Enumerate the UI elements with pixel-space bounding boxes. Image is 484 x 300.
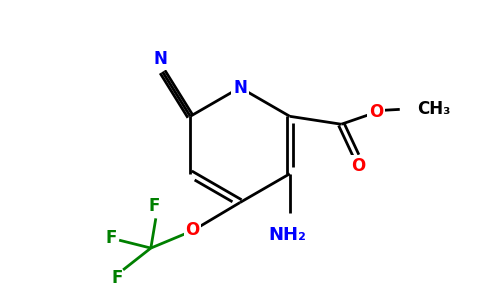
Text: O: O xyxy=(369,103,383,122)
Text: NH₂: NH₂ xyxy=(269,226,307,244)
Text: N: N xyxy=(153,50,167,68)
Text: F: F xyxy=(111,269,123,287)
Text: O: O xyxy=(185,221,199,239)
Text: F: F xyxy=(106,229,117,247)
Text: F: F xyxy=(148,197,160,215)
Text: CH₃: CH₃ xyxy=(418,100,451,118)
Text: N: N xyxy=(233,79,247,97)
Text: O: O xyxy=(351,157,365,175)
